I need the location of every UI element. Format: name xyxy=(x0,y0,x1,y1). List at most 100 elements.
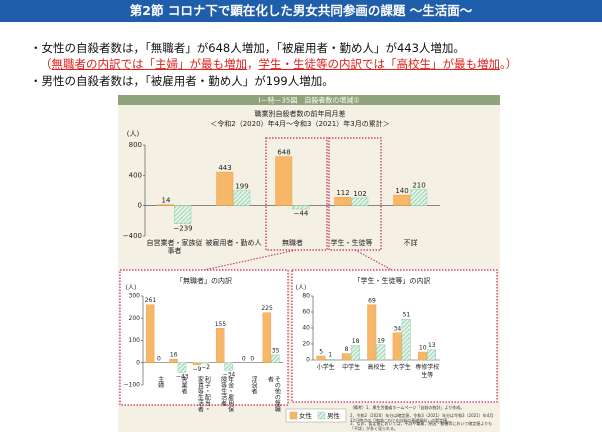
highlight-line: （無職者の内訳では「主婦」が最も増加，学生・生徒等の内訳では「高校生」が最も増加… xyxy=(40,56,517,72)
note: 3．なお，暫定値においては，不詳や職業，原因・動機等において確定値よりも「不詳」… xyxy=(350,421,493,431)
x-tick-label: その他の無職者 xyxy=(266,376,281,412)
bar xyxy=(262,312,272,363)
chart-title: 職業別自殺者数の前年同月差 xyxy=(255,109,346,118)
x-tick-label: 利子・配当・家賃等生活者 xyxy=(196,376,211,412)
slide-title: 第2節 コロナ下で顕在化した男女共同参画の課題 ～生活面～ xyxy=(0,0,602,22)
bar xyxy=(367,304,377,361)
legend-label: 男性 xyxy=(327,411,341,420)
bar xyxy=(177,362,187,373)
y-axis-label: (人) xyxy=(296,285,307,292)
y-tick-label: 0 xyxy=(138,202,142,210)
value-label: 5 xyxy=(319,349,323,356)
value-label: 225 xyxy=(261,305,273,312)
value-label: 261 xyxy=(145,297,157,304)
y-tick-label: 200 xyxy=(129,315,141,322)
bar xyxy=(418,351,427,361)
y-tick-label: 60 xyxy=(302,309,310,316)
x-tick-label: 無職者 xyxy=(282,239,303,247)
y-tick-label: 0 xyxy=(306,357,310,364)
text: 無職者の内訳では「主婦」が最も増加 xyxy=(51,57,248,71)
bar xyxy=(224,362,233,371)
chart-title: 「学生・生徒等」の内訳 xyxy=(354,276,431,285)
bar xyxy=(192,362,202,365)
x-tick-label: 中学生 xyxy=(342,364,361,371)
y-tick-label: 20 xyxy=(302,341,310,348)
legend-swatch xyxy=(317,411,326,420)
bar xyxy=(350,345,360,361)
bar xyxy=(392,332,402,361)
x-tick-label: 被雇用者・勤め人 xyxy=(205,239,262,247)
value-label: 14 xyxy=(162,197,171,205)
note: （備考）1．厚生労働省ホームページ「自殺の統計」より作成。 xyxy=(350,405,465,410)
value-label: 10 xyxy=(419,345,427,352)
bar xyxy=(401,319,411,361)
y-tick-label: 300 xyxy=(129,293,141,300)
value-label: −239 xyxy=(173,224,192,232)
note: 2．令和2（2020）年分は確定値，令和3（2021）年分は令和3（2021）年… xyxy=(350,413,494,423)
value-label: 19 xyxy=(377,337,385,344)
text: 。） xyxy=(500,57,518,71)
value-label: −34 xyxy=(223,371,236,378)
x-tick-label: 浮浪者 xyxy=(250,376,257,394)
value-label: 102 xyxy=(353,190,366,198)
value-label: 51 xyxy=(403,312,411,319)
text: （ xyxy=(40,57,52,71)
y-tick-label: 100 xyxy=(129,337,141,344)
value-label: 69 xyxy=(368,297,376,304)
bar xyxy=(410,189,428,206)
bullet: ・男性の自殺者数は，「被雇用者・勤め人」が199人増加。 xyxy=(30,74,334,88)
y-tick-label: 800 xyxy=(129,141,142,149)
x-tick-label: 不詳 xyxy=(403,239,418,247)
x-tick-label: 学生・生徒等 xyxy=(330,239,373,247)
legend-box xyxy=(285,408,347,423)
connector xyxy=(354,249,393,271)
value-label: −2 xyxy=(201,364,210,371)
y-tick-label: 40 xyxy=(302,325,310,332)
value-label: −43 xyxy=(176,373,189,380)
value-label: 8 xyxy=(345,346,349,353)
x-tick-label: 高校生 xyxy=(367,364,386,371)
value-label: 0 xyxy=(250,355,254,362)
figure-label: Ⅰ－特－35図 自殺者数の増減① xyxy=(258,96,359,105)
bar xyxy=(169,358,178,363)
y-axis-label: (人) xyxy=(126,285,137,292)
value-label: 18 xyxy=(352,338,360,345)
value-label: 140 xyxy=(395,187,408,195)
x-tick-label: 主婦 xyxy=(156,376,164,388)
value-label: 0 xyxy=(242,355,246,362)
y-tick-label: −100 xyxy=(124,382,141,389)
figure-header xyxy=(118,95,500,105)
y-tick-label: 400 xyxy=(129,171,142,179)
value-label: 648 xyxy=(277,149,290,157)
bar xyxy=(341,353,351,361)
chart-title: 「無職者」の内訳 xyxy=(176,276,232,285)
value-label: 0 xyxy=(157,355,161,362)
legend-swatch xyxy=(289,411,298,420)
bar xyxy=(316,355,326,361)
value-label: 199 xyxy=(235,183,248,191)
value-label: 35 xyxy=(272,347,280,354)
value-label: 34 xyxy=(394,325,402,332)
y-tick-label: −400 xyxy=(123,232,142,240)
y-axis-label: (人) xyxy=(127,130,140,138)
bar xyxy=(376,344,386,361)
connector xyxy=(203,249,297,271)
highlight-box xyxy=(265,137,328,251)
value-label: 13 xyxy=(428,342,436,349)
bar xyxy=(292,205,310,210)
value-label: 112 xyxy=(336,189,349,197)
bar xyxy=(427,349,436,361)
x-tick-label: 大学生 xyxy=(392,364,411,371)
chart-subtitle: ＜令和2（2020）年4月～令和3（2021）年3月の累計＞ xyxy=(210,119,389,128)
x-tick-label: 失業者 xyxy=(180,376,187,394)
value-label: −44 xyxy=(294,210,309,218)
bar xyxy=(157,204,175,206)
bar xyxy=(275,156,293,206)
x-tick-label: 専修学校生等 xyxy=(415,364,440,379)
value-label: 16 xyxy=(170,352,178,359)
value-label: 155 xyxy=(215,321,227,328)
x-tick-label: 自営業者・家族従事者 xyxy=(146,239,203,255)
value-label: 1 xyxy=(328,352,332,359)
